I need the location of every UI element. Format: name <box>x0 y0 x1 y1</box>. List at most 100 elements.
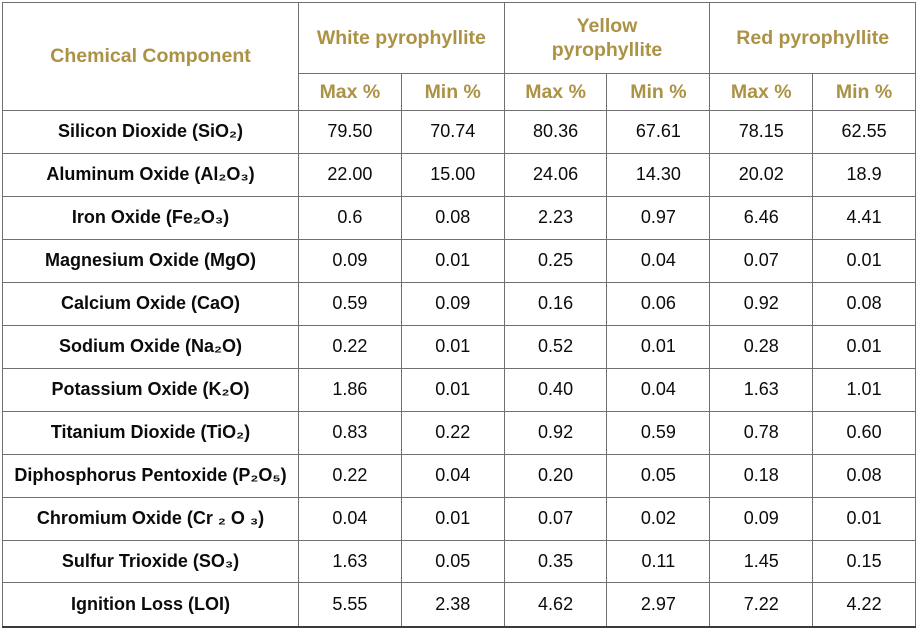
value-cell: 0.40 <box>503 367 608 412</box>
table-row: Magnesium Oxide (MgO) 0.09 0.01 0.25 0.04 0.0… <box>2 238 916 283</box>
group-header-white-pyrophyllite: White pyrophyllite <box>298 2 505 74</box>
value-cell: 0.04 <box>298 496 402 541</box>
table-body: Silicon Dioxide (SiO₂) 79.50 70.74 80.36 67.… <box>2 110 916 628</box>
group-header-row: Chemical Component White pyrophyllite Ye… <box>2 2 916 111</box>
value-cell: 0.06 <box>606 281 711 326</box>
value-cell: 5.55 <box>298 582 402 628</box>
component-label: Silicon Dioxide (SiO₂) <box>2 110 299 154</box>
value-cell: 62.55 <box>812 110 916 154</box>
table-row: Ignition Loss (LOI) 5.55 2.38 4.62 2.97 7.22 4… <box>2 582 916 628</box>
table-row: Calcium Oxide (CaO) 0.59 0.09 0.16 0.06 0.92 0… <box>2 281 916 326</box>
table-row: Diphosphorus Pentoxide (P₂O₅) 0.22 0.04 0.2… <box>2 453 916 498</box>
table-row: Aluminum Oxide (Al₂O₃) 22.00 15.00 24.06 14.… <box>2 152 916 197</box>
value-cell: 0.59 <box>298 281 402 326</box>
subheader-red-max: Max % <box>709 73 814 111</box>
component-label: Calcium Oxide (CaO) <box>2 281 299 326</box>
value-cell: 67.61 <box>606 110 711 154</box>
value-cell: 0.22 <box>298 324 402 369</box>
value-cell: 0.60 <box>812 410 916 455</box>
value-cell: 0.6 <box>298 195 402 240</box>
value-cell: 4.62 <box>503 582 608 628</box>
value-cell: 0.92 <box>503 410 608 455</box>
table-row: Titanium Dioxide (TiO₂) 0.83 0.22 0.92 0.59 0… <box>2 410 916 455</box>
value-cell: 1.63 <box>709 367 814 412</box>
component-label: Diphosphorus Pentoxide (P₂O₅) <box>2 453 299 498</box>
subheader-red-min: Min % <box>812 73 916 111</box>
value-cell: 2.38 <box>400 582 505 628</box>
value-cell: 0.01 <box>400 238 505 283</box>
value-cell: 0.22 <box>400 410 505 455</box>
value-cell: 1.01 <box>812 367 916 412</box>
value-cell: 0.08 <box>400 195 505 240</box>
value-cell: 0.07 <box>503 496 608 541</box>
value-cell: 0.07 <box>709 238 814 283</box>
value-cell: 0.05 <box>606 453 711 498</box>
value-cell: 0.05 <box>400 539 505 584</box>
component-label: Sodium Oxide (Na₂O) <box>2 324 299 369</box>
value-cell: 0.78 <box>709 410 814 455</box>
value-cell: 0.25 <box>503 238 608 283</box>
component-label: Magnesium Oxide (MgO) <box>2 238 299 283</box>
value-cell: 0.02 <box>606 496 711 541</box>
table-row: Iron Oxide (Fe₂O₃) 0.6 0.08 2.23 0.97 6.46 4.4… <box>2 195 916 240</box>
value-cell: 0.01 <box>400 367 505 412</box>
group-header-red-pyrophyllite: Red pyrophyllite <box>709 2 916 74</box>
value-cell: 0.01 <box>812 238 916 283</box>
value-cell: 0.97 <box>606 195 711 240</box>
value-cell: 79.50 <box>298 110 402 154</box>
value-cell: 0.01 <box>400 324 505 369</box>
value-cell: 1.63 <box>298 539 402 584</box>
value-cell: 0.18 <box>709 453 814 498</box>
table-row: Sodium Oxide (Na₂O) 0.22 0.01 0.52 0.01 0.28 0… <box>2 324 916 369</box>
value-cell: 0.09 <box>298 238 402 283</box>
component-label: Sulfur Trioxide (SO₃) <box>2 539 299 584</box>
component-label: Titanium Dioxide (TiO₂) <box>2 410 299 455</box>
value-cell: 0.16 <box>503 281 608 326</box>
corner-header: Chemical Component <box>2 2 299 111</box>
value-cell: 4.41 <box>812 195 916 240</box>
value-cell: 0.01 <box>400 496 505 541</box>
value-cell: 14.30 <box>606 152 711 197</box>
value-cell: 0.04 <box>400 453 505 498</box>
group-header-yellow-pyrophyllite: Yellow pyrophyllite <box>503 2 711 74</box>
subheader-yellow-max: Max % <box>503 73 608 111</box>
table-row: Potassium Oxide (K₂O) 1.86 0.01 0.40 0.04 1.6… <box>2 367 916 412</box>
value-cell: 0.09 <box>709 496 814 541</box>
component-label: Potassium Oxide (K₂O) <box>2 367 299 412</box>
value-cell: 0.01 <box>812 324 916 369</box>
value-cell: 0.04 <box>606 367 711 412</box>
value-cell: 1.45 <box>709 539 814 584</box>
value-cell: 0.15 <box>812 539 916 584</box>
value-cell: 0.01 <box>812 496 916 541</box>
value-cell: 78.15 <box>709 110 814 154</box>
value-cell: 0.08 <box>812 281 916 326</box>
subheader-yellow-min: Min % <box>606 73 711 111</box>
value-cell: 0.83 <box>298 410 402 455</box>
subheader-white-min: Min % <box>400 73 505 111</box>
value-cell: 0.52 <box>503 324 608 369</box>
value-cell: 0.04 <box>606 238 711 283</box>
value-cell: 24.06 <box>503 152 608 197</box>
value-cell: 0.35 <box>503 539 608 584</box>
value-cell: 0.22 <box>298 453 402 498</box>
value-cell: 80.36 <box>503 110 608 154</box>
table-row: Sulfur Trioxide (SO₃) 1.63 0.05 0.35 0.11 1.4… <box>2 539 916 584</box>
component-label: Iron Oxide (Fe₂O₃) <box>2 195 299 240</box>
value-cell: 4.22 <box>812 582 916 628</box>
value-cell: 0.59 <box>606 410 711 455</box>
value-cell: 0.20 <box>503 453 608 498</box>
value-cell: 20.02 <box>709 152 814 197</box>
value-cell: 2.97 <box>606 582 711 628</box>
value-cell: 0.92 <box>709 281 814 326</box>
value-cell: 2.23 <box>503 195 608 240</box>
subheader-row: Max % Min % Max % Min % Max % Min % <box>3 73 916 111</box>
component-label: Chromium Oxide (Cr ₂ O ₃) <box>2 496 299 541</box>
value-cell: 70.74 <box>400 110 505 154</box>
value-cell: 6.46 <box>709 195 814 240</box>
value-cell: 0.11 <box>606 539 711 584</box>
table-row: Chromium Oxide (Cr ₂ O ₃) 0.04 0.01 0.07 0.0… <box>2 496 916 541</box>
value-cell: 0.01 <box>606 324 711 369</box>
value-cell: 7.22 <box>709 582 814 628</box>
